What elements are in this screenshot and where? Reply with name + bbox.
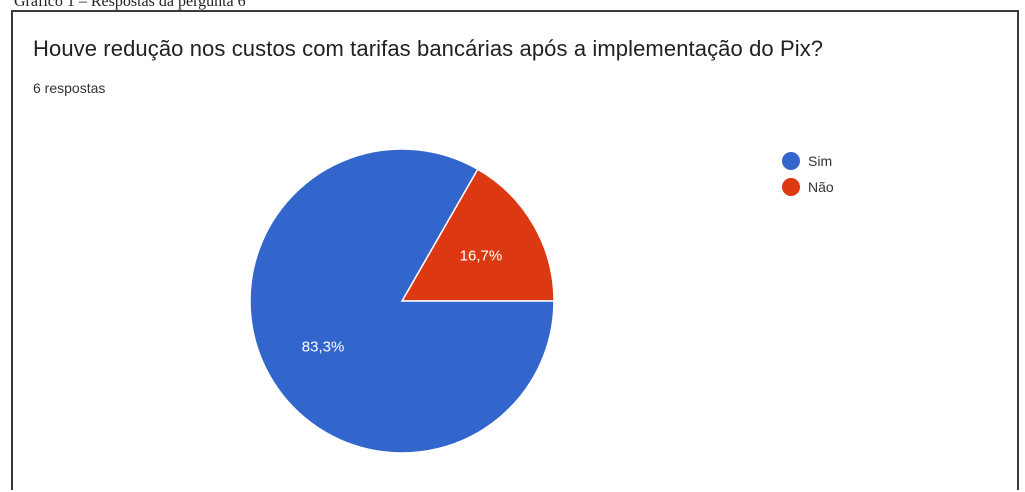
pie-slice-label-sim: 83,3% bbox=[302, 339, 345, 356]
figure-caption: Gráfico 1 – Respostas da pergunta 6 bbox=[14, 0, 246, 10]
legend-item-sim[interactable]: Sim bbox=[782, 150, 834, 172]
chart-legend: Sim Não bbox=[782, 150, 834, 202]
chart-card: Houve redução nos custos com tarifas ban… bbox=[11, 10, 1019, 490]
legend-swatch-nao bbox=[782, 178, 800, 196]
pie-chart: 16,7% 83,3% bbox=[249, 148, 555, 454]
legend-item-nao[interactable]: Não bbox=[782, 176, 834, 198]
response-count: 6 respostas bbox=[33, 80, 106, 96]
pie-slice-nao[interactable] bbox=[400, 168, 555, 302]
pie-slice-sim[interactable] bbox=[249, 148, 555, 454]
legend-label-sim: Sim bbox=[808, 153, 833, 169]
pie-slice-label-nao: 16,7% bbox=[460, 247, 503, 264]
legend-swatch-sim bbox=[782, 152, 800, 170]
chart-title: Houve redução nos custos com tarifas ban… bbox=[33, 36, 824, 61]
legend-label-nao: Não bbox=[808, 179, 834, 195]
